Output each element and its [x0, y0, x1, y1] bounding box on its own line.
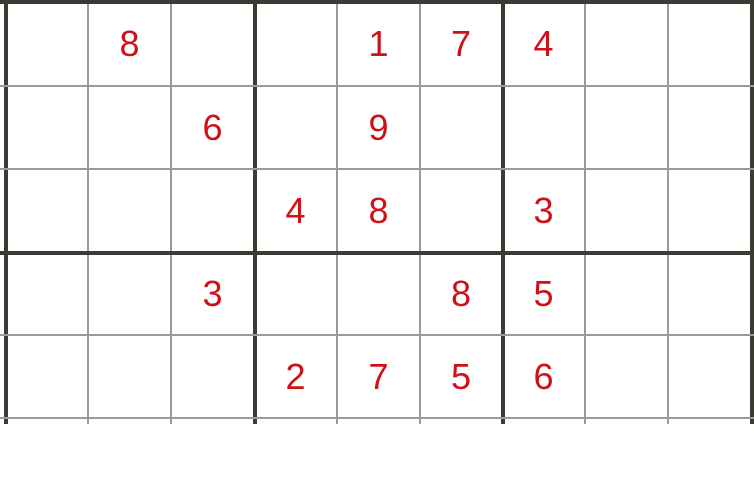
sudoku-cell-r4c1[interactable]: [5, 252, 88, 335]
sudoku-cell-r6c3[interactable]: [171, 418, 254, 501]
sudoku-cell-r6c9[interactable]: [668, 418, 751, 501]
sudoku-cell-r4c3[interactable]: 3: [202, 272, 223, 314]
box-divider-vertical: [253, 0, 257, 424]
sudoku-cell-r5c2[interactable]: [88, 335, 171, 418]
sudoku-cell-r6c7[interactable]: [502, 418, 585, 501]
sudoku-cell-r3c8[interactable]: [585, 169, 668, 252]
sudoku-cell-r5c7[interactable]: 6: [533, 355, 554, 397]
sudoku-board: 8 1 7 4 6 9 4 8 3 3 8 5 2 7 5 6: [0, 0, 754, 424]
sudoku-cell-r4c6[interactable]: 8: [450, 272, 472, 314]
sudoku-cell-r4c4[interactable]: [254, 252, 337, 335]
sudoku-cell-r2c8[interactable]: [585, 86, 668, 169]
sudoku-cell-r5c9[interactable]: [668, 335, 751, 418]
sudoku-cell-r4c9[interactable]: [668, 252, 751, 335]
sudoku-cell-r4c2[interactable]: [88, 252, 171, 335]
sudoku-cell-r2c5[interactable]: 9: [368, 106, 389, 148]
sudoku-cell-r1c4[interactable]: [254, 2, 337, 86]
sudoku-cell-r1c2[interactable]: 8: [119, 23, 140, 64]
sudoku-cell-r3c7[interactable]: 3: [533, 189, 554, 231]
sudoku-cell-r2c6[interactable]: [420, 86, 502, 169]
cell-divider-horizontal: [0, 85, 754, 87]
box-divider-horizontal: [0, 251, 754, 255]
sudoku-cell-r2c1[interactable]: [5, 86, 88, 169]
sudoku-cell-r2c4[interactable]: [254, 86, 337, 169]
sudoku-cell-r1c9[interactable]: [668, 2, 751, 86]
sudoku-cell-r6c5[interactable]: [337, 418, 420, 501]
sudoku-cell-r1c8[interactable]: [585, 2, 668, 86]
cell-divider-horizontal: [0, 334, 754, 336]
sudoku-cell-r5c5[interactable]: 7: [368, 355, 389, 397]
sudoku-cell-r3c4[interactable]: 4: [285, 189, 306, 231]
cell-divider-horizontal: [0, 417, 754, 419]
sudoku-cell-r4c8[interactable]: [585, 252, 668, 335]
sudoku-cell-r6c1[interactable]: [5, 418, 88, 501]
sudoku-cell-r3c1[interactable]: [5, 169, 88, 252]
cell-divider-vertical: [87, 0, 89, 424]
sudoku-cell-r1c5[interactable]: 1: [368, 23, 389, 64]
sudoku-cell-r1c6[interactable]: 7: [450, 23, 472, 64]
sudoku-cell-r6c2[interactable]: [88, 418, 171, 501]
cell-divider-vertical: [170, 0, 172, 424]
sudoku-cell-r5c6[interactable]: 5: [450, 355, 472, 397]
sudoku-cell-r6c8[interactable]: [585, 418, 668, 501]
cell-divider-vertical: [336, 0, 338, 424]
sudoku-cell-r5c3[interactable]: [171, 335, 254, 418]
sudoku-cell-r1c7[interactable]: 4: [533, 23, 554, 64]
sudoku-cell-r2c9[interactable]: [668, 86, 751, 169]
sudoku-cell-r5c1[interactable]: [5, 335, 88, 418]
box-divider-vertical: [501, 0, 505, 424]
cell-divider-vertical: [584, 0, 586, 424]
sudoku-cell-r3c9[interactable]: [668, 169, 751, 252]
box-divider-horizontal: [0, 0, 754, 4]
sudoku-cell-r3c2[interactable]: [88, 169, 171, 252]
sudoku-cell-r2c2[interactable]: [88, 86, 171, 169]
cell-divider-vertical: [667, 0, 669, 424]
sudoku-cell-r6c6[interactable]: [420, 418, 502, 501]
sudoku-cell-r5c8[interactable]: [585, 335, 668, 418]
sudoku-cell-r1c3[interactable]: [171, 2, 254, 86]
box-divider-vertical: [4, 0, 8, 424]
cell-divider-vertical: [419, 0, 421, 424]
sudoku-cell-r5c4[interactable]: 2: [285, 355, 306, 397]
sudoku-cell-r1c1[interactable]: [5, 2, 88, 86]
sudoku-cell-r4c5[interactable]: [337, 252, 420, 335]
sudoku-cell-r6c4[interactable]: [254, 418, 337, 501]
cell-divider-horizontal: [0, 168, 754, 170]
sudoku-cell-r3c5[interactable]: 8: [368, 189, 389, 231]
sudoku-cell-r2c7[interactable]: [502, 86, 585, 169]
sudoku-cell-r2c3[interactable]: 6: [202, 106, 223, 148]
sudoku-cell-r3c6[interactable]: [420, 169, 502, 252]
box-divider-vertical: [750, 0, 754, 424]
sudoku-cell-r4c7[interactable]: 5: [533, 272, 554, 314]
sudoku-cell-r3c3[interactable]: [171, 169, 254, 252]
